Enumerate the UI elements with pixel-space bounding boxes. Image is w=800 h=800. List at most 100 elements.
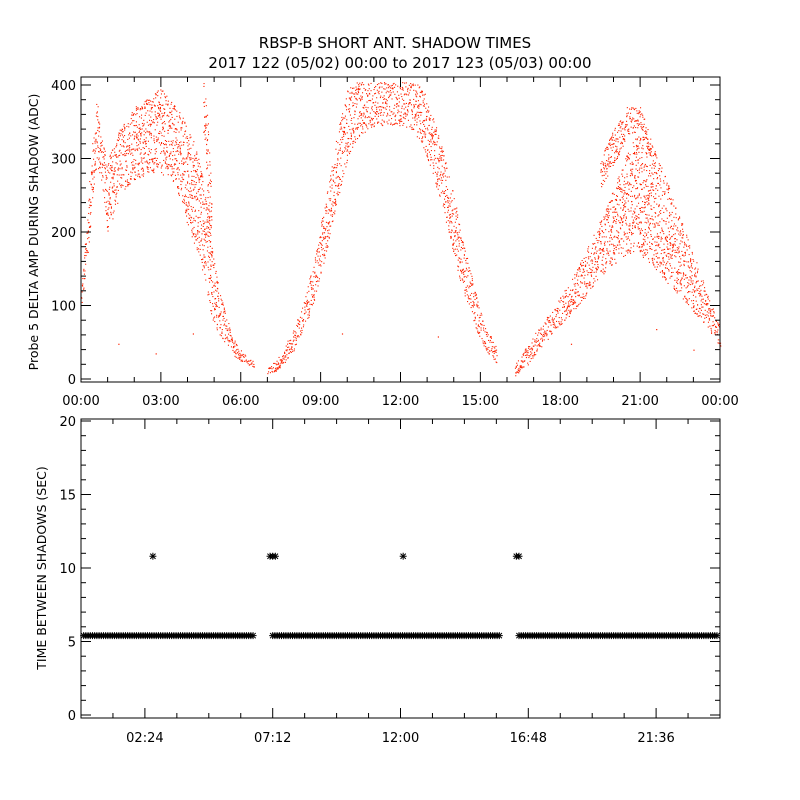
amplitude-point — [196, 171, 198, 173]
amplitude-point — [625, 193, 627, 195]
amplitude-point — [369, 116, 371, 118]
amplitude-point — [217, 288, 219, 290]
amplitude-point — [187, 181, 189, 183]
amplitude-point — [197, 197, 199, 199]
amplitude-point — [561, 323, 563, 325]
amplitude-point — [163, 159, 165, 161]
amplitude-point — [651, 155, 653, 157]
amplitude-point — [580, 264, 582, 266]
amplitude-point — [367, 94, 369, 96]
amplitude-point — [563, 301, 565, 303]
amplitude-point — [658, 236, 660, 238]
amplitude-point — [312, 271, 314, 273]
amplitude-point — [232, 341, 234, 343]
amplitude-point — [671, 202, 673, 204]
amplitude-point — [613, 219, 615, 221]
amplitude-point — [198, 241, 200, 243]
amplitude-point — [639, 251, 641, 253]
amplitude-point — [216, 280, 218, 282]
amplitude-point — [652, 238, 654, 240]
amplitude-point — [525, 357, 527, 359]
amplitude-point — [326, 246, 328, 248]
amplitude-point — [352, 87, 354, 89]
amplitude-point — [479, 335, 481, 337]
amplitude-point — [458, 223, 460, 225]
amplitude-point — [650, 189, 652, 191]
amplitude-point — [606, 146, 608, 148]
amplitude-x-tick-label: 18:00 — [542, 394, 579, 409]
amplitude-point — [455, 230, 457, 232]
amplitude-point — [84, 270, 86, 272]
amplitude-point — [437, 180, 439, 182]
amplitude-point — [602, 171, 604, 173]
amplitude-point — [527, 364, 529, 366]
amplitude-point — [153, 168, 155, 170]
amplitude-point — [614, 253, 616, 255]
amplitude-point — [246, 361, 248, 363]
amplitude-point — [639, 123, 641, 125]
amplitude-point — [566, 314, 568, 316]
amplitude-point — [332, 205, 334, 207]
amplitude-point — [188, 143, 190, 145]
amplitude-point — [268, 368, 270, 370]
amplitude-point — [305, 311, 307, 313]
amplitude-point — [269, 367, 271, 369]
amplitude-point — [581, 296, 583, 298]
amplitude-outlier-point — [437, 336, 439, 338]
amplitude-point — [581, 300, 583, 302]
amplitude-point — [624, 138, 626, 140]
amplitude-point — [169, 153, 171, 155]
amplitude-point — [149, 104, 151, 106]
amplitude-point — [369, 121, 371, 123]
amplitude-point — [651, 145, 653, 147]
amplitude-point — [137, 107, 139, 109]
amplitude-point — [358, 89, 360, 91]
amplitude-point — [631, 163, 633, 165]
amplitude-point — [124, 155, 126, 157]
amplitude-point — [706, 314, 708, 316]
amplitude-point — [112, 191, 114, 193]
amplitude-point — [590, 284, 592, 286]
amplitude-point — [170, 126, 172, 128]
amplitude-point — [418, 87, 420, 89]
amplitude-point — [188, 176, 190, 178]
amplitude-point — [375, 106, 377, 108]
amplitude-point — [206, 168, 208, 170]
amplitude-point — [661, 230, 663, 232]
amplitude-point — [123, 140, 125, 142]
amplitude-point — [565, 302, 567, 304]
amplitude-point — [451, 229, 453, 231]
amplitude-point — [418, 107, 420, 109]
amplitude-point — [682, 254, 684, 256]
amplitude-point — [618, 252, 620, 254]
amplitude-point — [165, 167, 167, 169]
amplitude-point — [329, 233, 331, 235]
amplitude-point — [662, 249, 664, 251]
amplitude-point — [450, 216, 452, 218]
amplitude-point — [144, 141, 146, 143]
amplitude-point — [446, 194, 448, 196]
amplitude-point — [627, 208, 629, 210]
amplitude-point — [349, 108, 351, 110]
amplitude-point — [677, 279, 679, 281]
amplitude-point — [134, 125, 136, 127]
amplitude-point — [608, 157, 610, 159]
amplitude-point — [146, 166, 148, 168]
amplitude-point — [391, 111, 393, 113]
amplitude-point — [618, 154, 620, 156]
amplitude-point — [643, 139, 645, 141]
amplitude-point — [335, 148, 337, 150]
amplitude-point — [313, 296, 315, 298]
amplitude-point — [679, 283, 681, 285]
amplitude-point — [137, 173, 139, 175]
amplitude-point — [682, 231, 684, 233]
amplitude-point — [521, 356, 523, 358]
amplitude-point — [662, 264, 664, 266]
amplitude-point — [342, 152, 344, 154]
amplitude-point — [194, 157, 196, 159]
amplitude-point — [89, 181, 91, 183]
amplitude-point — [99, 161, 101, 163]
amplitude-point — [122, 130, 124, 132]
amplitude-point — [112, 190, 114, 192]
